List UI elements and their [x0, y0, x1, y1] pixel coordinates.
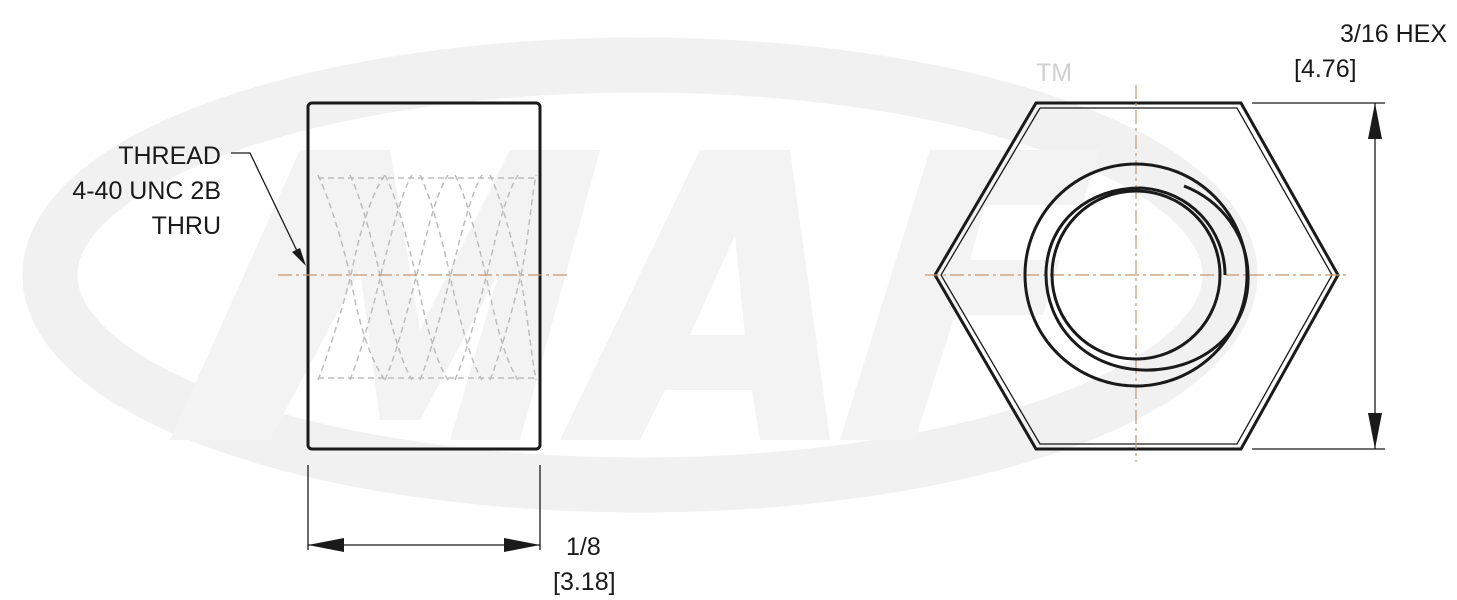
thread-leader-line — [231, 152, 299, 254]
thread-leader-arrowhead — [292, 248, 306, 266]
thread-callout-line3: THRU — [152, 212, 221, 240]
hex-dimension-metric: [4.76] — [1294, 55, 1357, 83]
thread-hidden-lines — [317, 174, 537, 381]
width-arrow-left — [308, 538, 344, 552]
watermark-letter-f — [840, 150, 1100, 440]
thread-callout-line2: 4-40 UNC 2B — [72, 177, 221, 205]
watermark-letter-a — [560, 150, 830, 440]
width-arrow-right — [504, 538, 540, 552]
hex-arrow-bottom — [1368, 413, 1382, 449]
hex-chamfer-inner — [940, 107, 1333, 445]
thread-minor-circle — [1050, 189, 1222, 361]
hex-arrow-top — [1368, 103, 1382, 139]
end-view — [925, 85, 1385, 462]
thread-spiral — [1044, 184, 1250, 372]
width-dimension-fraction: 1/8 — [566, 533, 601, 561]
trademark-label: TM — [1036, 59, 1072, 87]
width-dimension-metric: [3.18] — [553, 568, 616, 596]
hex-dimension-fraction: 3/16 HEX — [1340, 20, 1447, 48]
thread-callout-line1: THREAD — [118, 142, 221, 170]
side-view-outline — [306, 101, 542, 451]
side-view — [231, 101, 570, 552]
